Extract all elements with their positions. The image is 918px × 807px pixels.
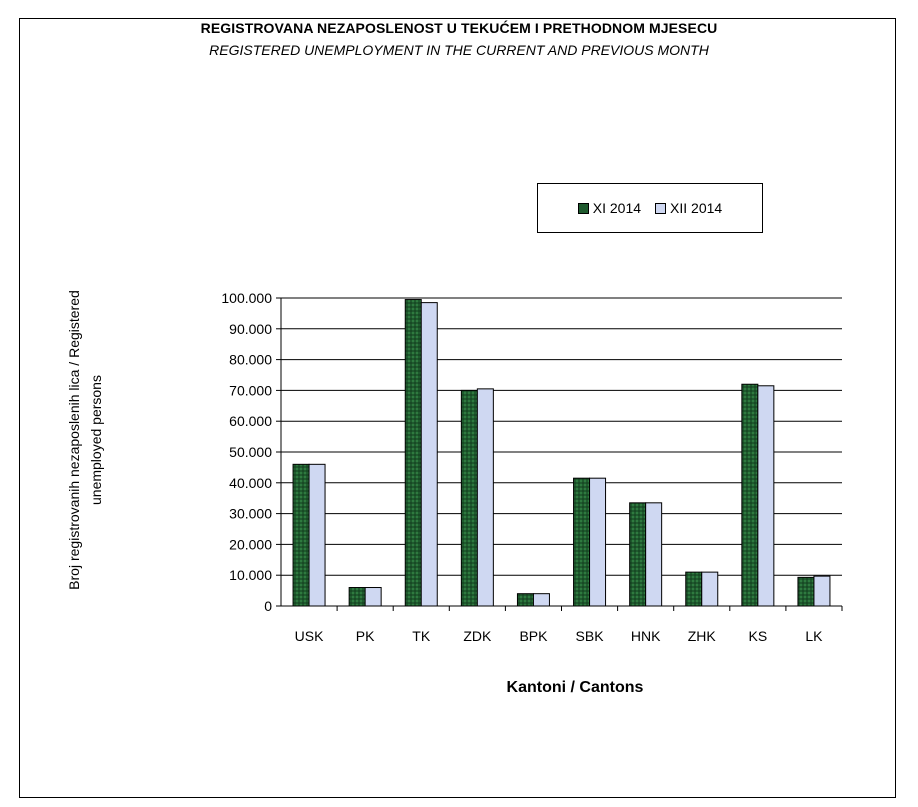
bar-zdk-xii-2014	[476, 388, 494, 607]
y-tick-label: 30.000	[229, 506, 272, 522]
x-tick-label: ZDK	[463, 628, 492, 644]
y-tick-label: 90.000	[229, 321, 272, 337]
x-tick-label: BPK	[519, 628, 548, 644]
bar-sbk-xi-2014	[573, 477, 591, 607]
y-tick-label: 80.000	[229, 352, 272, 368]
chart-legend: XI 2014 XII 2014	[537, 183, 763, 233]
bar-usk-xi-2014	[292, 463, 310, 607]
legend-label-xi-2014: XI 2014	[592, 200, 642, 216]
bar-tk-xi-2014	[404, 299, 422, 607]
bar-zdk-xi-2014	[460, 389, 478, 607]
x-tick-label: USK	[295, 628, 324, 644]
y-tick-label: 20.000	[229, 536, 272, 552]
bar-hnk-xi-2014	[629, 502, 647, 607]
bar-ks-xi-2014	[741, 383, 759, 607]
bar-ks-xii-2014	[757, 385, 775, 607]
bar-usk-xii-2014	[308, 463, 326, 607]
y-tick-label: 10.000	[229, 567, 272, 583]
legend-swatch-xi-2014	[577, 202, 589, 214]
chart-title: REGISTROVANA NEZAPOSLENOST U TEKUĆEM I P…	[200, 20, 718, 36]
y-tick-label: 0	[264, 598, 272, 614]
legend-item-xi-2014: XI 2014	[577, 200, 642, 216]
bar-bpk-xii-2014	[532, 593, 550, 607]
y-tick-label: 100.000	[221, 290, 272, 306]
x-tick-label: HNK	[631, 628, 661, 644]
bar-hnk-xii-2014	[645, 502, 663, 607]
bar-zhk-xi-2014	[685, 571, 703, 607]
legend-swatch-xii-2014	[655, 202, 667, 214]
x-tick-label: TK	[412, 628, 431, 644]
bar-zhk-xii-2014	[701, 571, 719, 607]
bar-lk-xii-2014	[813, 575, 831, 607]
y-tick-label: 60.000	[229, 413, 272, 429]
bar-lk-xi-2014	[797, 576, 815, 607]
y-tick-label: 50.000	[229, 444, 272, 460]
x-tick-label: SBK	[576, 628, 605, 644]
bar-bpk-xi-2014	[516, 593, 534, 607]
x-tick-label: LK	[805, 628, 823, 644]
y-tick-label: 40.000	[229, 475, 272, 491]
legend-item-xii-2014: XII 2014	[655, 200, 722, 216]
bar-pk-xii-2014	[364, 587, 382, 607]
x-axis-label: Kantoni / Cantons	[506, 679, 644, 696]
x-tick-label: ZHK	[688, 628, 717, 644]
x-tick-label: KS	[749, 628, 768, 644]
bar-pk-xi-2014	[348, 587, 366, 607]
y-tick-label: 70.000	[229, 382, 272, 398]
legend-label-xii-2014: XII 2014	[670, 200, 723, 216]
chart-subtitle: REGISTERED UNEMPLOYMENT IN THE CURRENT A…	[209, 42, 709, 58]
bar-tk-xii-2014	[420, 302, 438, 607]
bar-sbk-xii-2014	[589, 477, 607, 607]
x-tick-label: PK	[356, 628, 375, 644]
